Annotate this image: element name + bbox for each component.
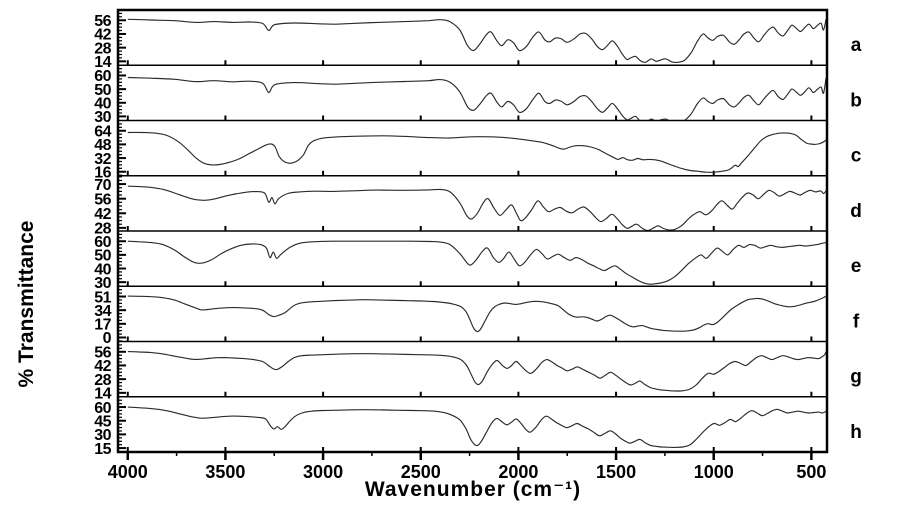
y-tick-label: 42 (94, 358, 111, 375)
y-tick-label: 34 (94, 303, 111, 320)
y-tick-label: 16 (94, 164, 111, 181)
plot-frame (116, 8, 829, 454)
x-tick-label: 3500 (205, 462, 245, 482)
x-axis-title: Wavenumber (cm⁻¹) (364, 478, 582, 501)
spectrum-curve-f (127, 295, 826, 333)
x-tick-label: 1500 (596, 462, 636, 482)
y-tick-label: 51 (94, 289, 111, 306)
y-tick-label: 30 (94, 275, 111, 292)
spectrum-curve-d (127, 185, 826, 231)
y-tick-label: 0 (103, 330, 112, 347)
y-tick-label: 56 (94, 191, 111, 208)
y-tick-label: 60 (94, 68, 111, 85)
panel-label-d: d (850, 201, 862, 222)
y-tick-label: 30 (94, 109, 111, 126)
y-tick-label: 56 (94, 345, 111, 362)
x-tick-label: 1000 (694, 462, 734, 482)
y-tick-label: 14 (94, 54, 111, 71)
y-tick-label: 56 (94, 13, 111, 30)
x-tick-label: 4000 (108, 462, 148, 482)
spectrum-curve-h (127, 406, 826, 448)
panel-label-h: h (850, 422, 862, 443)
y-axis-title: % Transmittance (15, 220, 38, 388)
spectrum-curve-c (127, 131, 826, 173)
panel-label-g: g (850, 367, 862, 388)
panel-label-a: a (851, 35, 862, 56)
panel-label-b: b (850, 90, 862, 111)
y-tick-label: 30 (94, 427, 111, 444)
y-tick-label: 17 (94, 317, 111, 334)
y-tick-label: 42 (94, 206, 111, 223)
y-tick-label: 40 (94, 261, 111, 278)
y-tick-label: 14 (94, 386, 111, 403)
y-tick-label: 70 (94, 177, 111, 194)
y-tick-label: 42 (94, 27, 111, 44)
spectrum-curve-b (127, 76, 826, 120)
panel-label-c: c (851, 146, 862, 167)
x-tick-label: 3000 (303, 462, 343, 482)
y-tick-label: 28 (94, 372, 111, 389)
y-tick-label: 50 (94, 82, 111, 99)
spectrum-curve-g (127, 351, 826, 392)
y-tick-label: 28 (94, 40, 111, 57)
y-tick-label: 50 (94, 248, 111, 265)
y-tick-label: 60 (94, 400, 111, 417)
y-tick-label: 32 (94, 151, 111, 168)
panel-label-f: f (853, 311, 860, 332)
spectrum-curve-e (127, 240, 826, 285)
y-tick-label: 45 (94, 413, 111, 430)
y-tick-label: 40 (94, 96, 111, 113)
x-tick-label: 2000 (498, 462, 538, 482)
x-tick-label: 500 (796, 462, 826, 482)
y-tick-label: 48 (94, 137, 111, 154)
x-tick-label: 2500 (401, 462, 441, 482)
y-tick-label: 64 (94, 124, 111, 141)
panel-label-e: e (851, 256, 862, 277)
y-tick-label: 15 (94, 441, 111, 458)
y-tick-label: 60 (94, 234, 111, 251)
spectrum-curve-a (127, 18, 826, 64)
y-tick-label: 28 (94, 221, 111, 238)
